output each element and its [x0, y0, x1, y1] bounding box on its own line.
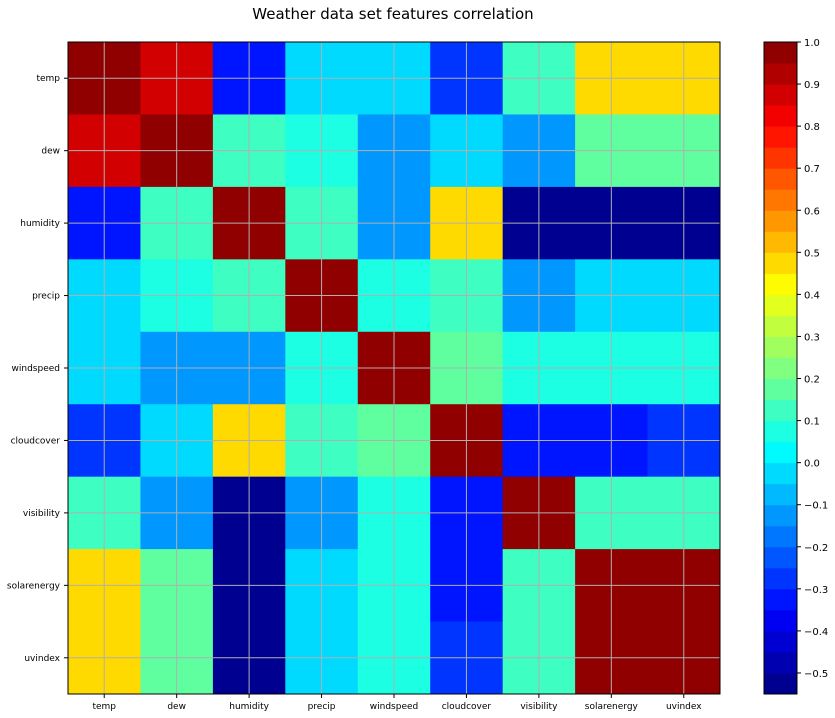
colorbar-segment	[764, 42, 797, 64]
colorbar-segment	[764, 189, 797, 211]
x-tick-label: windspeed	[370, 702, 418, 712]
x-axis-ticks: temp dew humidity precip windspeed cloudcover…	[92, 694, 702, 712]
x-tick-label: cloudcover	[442, 702, 492, 712]
x-tick-label: solarenergy	[585, 702, 639, 712]
y-tick-label: solarenergy	[7, 581, 61, 591]
colorbar-segment	[764, 126, 797, 148]
colorbar-segment	[764, 105, 797, 127]
colorbar-tick-label: −0.2	[804, 543, 828, 554]
colorbar-tick-label: 0.6	[804, 206, 820, 217]
colorbar-tick-label: 0.9	[804, 80, 820, 91]
y-tick-label: uvindex	[24, 654, 60, 664]
colorbar-segment	[764, 651, 797, 674]
colorbar-segment	[764, 231, 797, 253]
colorbar-segment	[764, 147, 797, 169]
y-tick-label: visibility	[23, 509, 61, 519]
colorbar-frame	[763, 41, 798, 695]
colorbar-segment	[764, 609, 797, 632]
x-tick-label: visibility	[520, 702, 558, 712]
colorbar-segment	[764, 84, 797, 106]
colorbar-tick-label: −0.4	[804, 627, 828, 638]
y-tick-label: windspeed	[12, 364, 60, 374]
y-tick-label: temp	[36, 74, 60, 84]
colorbar-segment	[764, 252, 797, 274]
colorbar-segment	[764, 441, 797, 464]
x-tick-label: uvindex	[666, 702, 702, 712]
y-axis-ticks: temp dew humidity precip windspeed cloudcover…	[7, 74, 68, 664]
colorbar-tick-label: 0.5	[804, 248, 820, 259]
colorbar-segment	[764, 399, 797, 422]
colorbar-tick-label: 0.1	[804, 417, 820, 428]
colorbar-segment	[764, 546, 797, 569]
colorbar-segment	[764, 378, 797, 401]
colorbar-segment	[764, 462, 797, 485]
colorbar-tick-label: −0.5	[804, 669, 828, 680]
colorbar-tick-label: 0.8	[804, 122, 820, 133]
colorbar-tick-label: 0.0	[804, 459, 820, 470]
colorbar: 1.0 0.9 0.8 0.7 0.6 0.5 0.4 0.3 0.2 0.1 0.0 −0.1 −0.…	[763, 38, 828, 695]
colorbar-tick-label: 0.7	[804, 164, 820, 175]
colorbar-tick-label: 1.0	[804, 38, 820, 49]
colorbar-tick-label: −0.3	[804, 585, 828, 596]
colorbar-tick-label: 0.4	[804, 290, 820, 301]
x-tick-label: dew	[167, 702, 186, 712]
colorbar-segment	[764, 630, 797, 653]
colorbar-segment	[764, 672, 797, 695]
colorbar-segment	[764, 168, 797, 190]
colorbar-segment	[764, 210, 797, 232]
colorbar-segment	[764, 336, 797, 358]
colorbar-segment	[764, 273, 797, 295]
colorbar-segment	[764, 315, 797, 337]
heatmap-grid	[68, 42, 720, 694]
colorbar-segment	[764, 294, 797, 316]
y-tick-label: precip	[32, 292, 60, 302]
colorbar-segment	[764, 567, 797, 590]
y-tick-label: cloudcover	[11, 436, 61, 446]
colorbar-segment	[764, 504, 797, 527]
chart-title: Weather data set features correlation	[252, 5, 533, 23]
colorbar-segment	[764, 588, 797, 611]
colorbar-segment	[764, 420, 797, 443]
x-tick-label: precip	[308, 702, 336, 712]
x-tick-label: humidity	[229, 702, 269, 712]
colorbar-segment	[764, 483, 797, 506]
colorbar-segment	[764, 525, 797, 548]
colorbar-segment	[764, 63, 797, 85]
y-tick-label: dew	[41, 147, 60, 157]
colorbar-tick-label: 0.2	[804, 375, 820, 386]
colorbar-tick-label: 0.3	[804, 332, 820, 343]
x-tick-label: temp	[92, 702, 116, 712]
colorbar-tick-label: −0.1	[804, 501, 828, 512]
y-tick-label: humidity	[20, 219, 60, 229]
colorbar-segment	[764, 357, 797, 380]
